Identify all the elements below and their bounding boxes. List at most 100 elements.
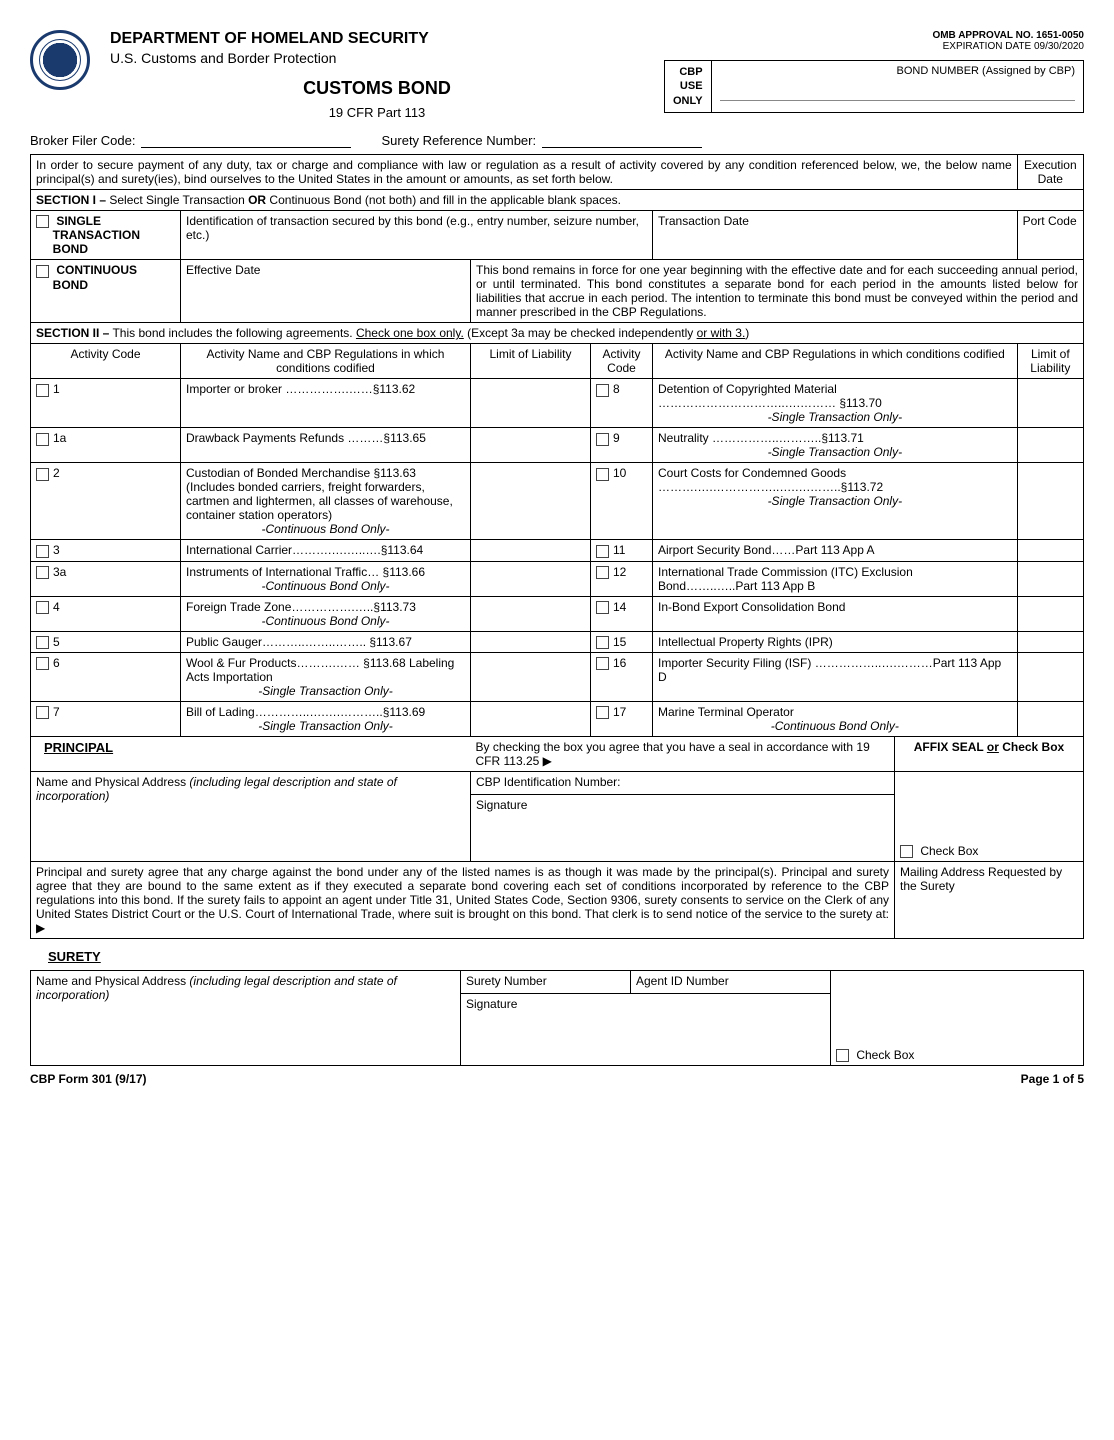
activity-checkbox-11[interactable] bbox=[596, 545, 609, 558]
effective-date-label: Effective Date bbox=[181, 260, 471, 323]
activity-checkbox-8[interactable] bbox=[596, 384, 609, 397]
activity-code-cell: 6 bbox=[31, 652, 181, 701]
activity-name-cell: In-Bond Export Consolidation Bond bbox=[653, 596, 1018, 631]
activity-checkbox-14[interactable] bbox=[596, 601, 609, 614]
limit-liability-cell[interactable] bbox=[471, 379, 591, 428]
cbp-id-label[interactable]: CBP Identification Number: bbox=[471, 771, 895, 794]
surety-table: Name and Physical Address (including leg… bbox=[30, 970, 1084, 1066]
activity-name-cell: Importer Security Filing (ISF) ……………..….… bbox=[653, 652, 1018, 701]
activity-checkbox-5[interactable] bbox=[36, 636, 49, 649]
activity-checkbox-10[interactable] bbox=[596, 468, 609, 481]
activity-checkbox-3a[interactable] bbox=[36, 566, 49, 579]
activity-checkbox-16[interactable] bbox=[596, 657, 609, 670]
surety-header: SURETY bbox=[40, 945, 1084, 968]
surety-checkbox[interactable] bbox=[836, 1049, 849, 1062]
activity-code-cell: 4 bbox=[31, 596, 181, 631]
principal-checkbox[interactable] bbox=[900, 845, 913, 858]
limit-liability-cell[interactable] bbox=[471, 596, 591, 631]
limit-liability-cell[interactable] bbox=[471, 428, 591, 463]
principal-signature[interactable]: Signature bbox=[471, 795, 895, 862]
activity-code-cell: 17 bbox=[591, 701, 653, 736]
activity-code-cell: 11 bbox=[591, 540, 653, 561]
limit-liability-cell[interactable] bbox=[1017, 379, 1083, 428]
single-transaction-label: SINGLE TRANSACTION BOND bbox=[36, 214, 140, 256]
limit-liability-cell[interactable] bbox=[1017, 652, 1083, 701]
surety-name-address[interactable]: Name and Physical Address (including leg… bbox=[31, 970, 461, 1065]
activity-checkbox-17[interactable] bbox=[596, 706, 609, 719]
activity-checkbox-6[interactable] bbox=[36, 657, 49, 670]
col-limit-left: Limit of Liability bbox=[471, 344, 591, 379]
surety-ref-field[interactable] bbox=[542, 130, 702, 148]
col-activity-name-left: Activity Name and CBP Regulations in whi… bbox=[181, 344, 471, 379]
activity-checkbox-1[interactable] bbox=[36, 384, 49, 397]
limit-liability-cell[interactable] bbox=[471, 652, 591, 701]
activity-code-cell: 16 bbox=[591, 652, 653, 701]
limit-liability-cell[interactable] bbox=[471, 561, 591, 596]
limit-liability-cell[interactable] bbox=[471, 540, 591, 561]
filer-row: Broker Filer Code: Surety Reference Numb… bbox=[30, 130, 1084, 148]
broker-filer-label: Broker Filer Code: bbox=[30, 133, 135, 148]
agent-id-label[interactable]: Agent ID Number bbox=[631, 970, 831, 993]
principal-name-address[interactable]: Name and Physical Address (including leg… bbox=[31, 771, 471, 861]
activity-checkbox-4[interactable] bbox=[36, 601, 49, 614]
limit-liability-cell[interactable] bbox=[1017, 463, 1083, 540]
activity-name-cell: International Trade Commission (ITC) Exc… bbox=[653, 561, 1018, 596]
broker-filer-field[interactable] bbox=[141, 130, 351, 148]
col-limit-right: Limit of Liability bbox=[1017, 344, 1083, 379]
surety-number-label[interactable]: Surety Number bbox=[461, 970, 631, 993]
mailing-address-label[interactable]: Mailing Address Requested by the Surety bbox=[895, 861, 1084, 938]
activity-checkbox-9[interactable] bbox=[596, 433, 609, 446]
bond-number-field[interactable] bbox=[720, 81, 1075, 101]
page-footer: CBP Form 301 (9/17) Page 1 of 5 bbox=[30, 1072, 1084, 1086]
form-number: CBP Form 301 (9/17) bbox=[30, 1072, 147, 1086]
principal-surety-agreement: Principal and surety agree that any char… bbox=[31, 861, 895, 938]
activity-checkbox-15[interactable] bbox=[596, 636, 609, 649]
transaction-date-label: Transaction Date bbox=[653, 211, 1018, 260]
activity-checkbox-2[interactable] bbox=[36, 468, 49, 481]
limit-liability-cell[interactable] bbox=[1017, 540, 1083, 561]
col-activity-code-left: Activity Code bbox=[31, 344, 181, 379]
limit-liability-cell[interactable] bbox=[471, 463, 591, 540]
limit-liability-cell[interactable] bbox=[1017, 701, 1083, 736]
surety-signature[interactable]: Signature bbox=[461, 993, 831, 1065]
single-transaction-checkbox[interactable] bbox=[36, 215, 49, 228]
affix-seal-label: AFFIX SEAL or Check Box bbox=[895, 736, 1084, 771]
limit-liability-cell[interactable] bbox=[1017, 596, 1083, 631]
limit-liability-cell[interactable] bbox=[1017, 631, 1083, 652]
limit-liability-cell[interactable] bbox=[471, 701, 591, 736]
principal-seal-area: Check Box bbox=[895, 771, 1084, 861]
continuous-bond-checkbox[interactable] bbox=[36, 265, 49, 278]
activity-code-cell: 7 bbox=[31, 701, 181, 736]
single-desc: Identification of transaction secured by… bbox=[181, 211, 653, 260]
department-title: DEPARTMENT OF HOMELAND SECURITY bbox=[110, 30, 644, 48]
section1-header: SECTION I – Select Single Transaction OR… bbox=[31, 190, 1084, 211]
activity-name-cell: Drawback Payments Refunds ………§113.65 bbox=[181, 428, 471, 463]
activity-code-cell: 10 bbox=[591, 463, 653, 540]
activity-name-cell: Neutrality ……………..………..§113.71-Single Tr… bbox=[653, 428, 1018, 463]
col-activity-code-right: Activity Code bbox=[591, 344, 653, 379]
limit-liability-cell[interactable] bbox=[1017, 561, 1083, 596]
activity-checkbox-12[interactable] bbox=[596, 566, 609, 579]
activity-checkbox-3[interactable] bbox=[36, 545, 49, 558]
activity-name-cell: Wool & Fur Products……….…… §113.68 Labeli… bbox=[181, 652, 471, 701]
cfr-reference: 19 CFR Part 113 bbox=[110, 105, 644, 120]
activity-code-cell: 5 bbox=[31, 631, 181, 652]
activity-name-cell: Custodian of Bonded Merchandise §113.63 … bbox=[181, 463, 471, 540]
agency-name: U.S. Customs and Border Protection bbox=[110, 50, 644, 66]
limit-liability-cell[interactable] bbox=[1017, 428, 1083, 463]
col-activity-name-right: Activity Name and CBP Regulations in whi… bbox=[653, 344, 1018, 379]
omb-approval: OMB APPROVAL NO. 1651-0050 bbox=[644, 30, 1084, 41]
dhs-seal-icon bbox=[30, 30, 90, 90]
activity-name-cell: Instruments of International Traffic… §1… bbox=[181, 561, 471, 596]
activity-code-cell: 12 bbox=[591, 561, 653, 596]
activity-code-cell: 9 bbox=[591, 428, 653, 463]
continuous-bond-cell: CONTINUOUS BOND bbox=[31, 260, 181, 323]
execution-date-label: Execution Date bbox=[1017, 155, 1083, 190]
main-form-table: In order to secure payment of any duty, … bbox=[30, 154, 1084, 939]
single-transaction-cell: SINGLE TRANSACTION BOND bbox=[31, 211, 181, 260]
activity-code-cell: 1 bbox=[31, 379, 181, 428]
activity-checkbox-7[interactable] bbox=[36, 706, 49, 719]
limit-liability-cell[interactable] bbox=[471, 631, 591, 652]
principal-checkbox-label: Check Box bbox=[920, 844, 978, 858]
activity-checkbox-1a[interactable] bbox=[36, 433, 49, 446]
